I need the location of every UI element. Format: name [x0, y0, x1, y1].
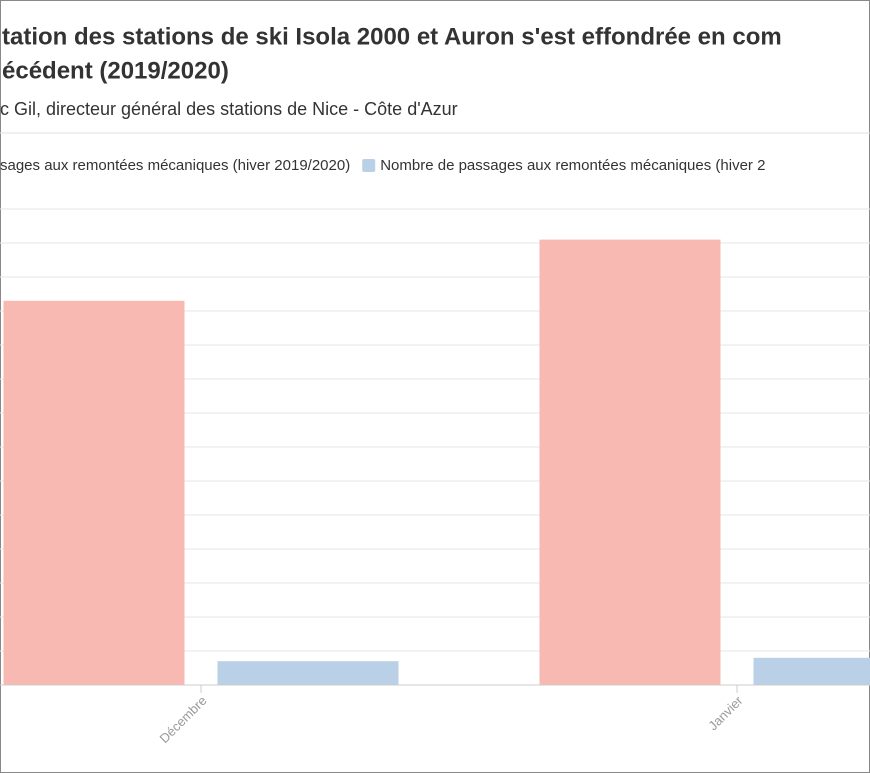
legend-label: sages aux remontées mécaniques (hiver 20…	[0, 157, 350, 174]
legend-swatch	[362, 159, 376, 172]
chart-subtitle: c Gil, directeur général des stations de…	[0, 99, 458, 119]
legend-label: Nombre de passages aux remontées mécaniq…	[380, 157, 765, 174]
chart-title-line2: écédent (2019/2020)	[2, 57, 229, 84]
bar	[539, 239, 721, 685]
bar	[753, 657, 870, 685]
chart-title: tation des stations de ski Isola 2000 et…	[2, 23, 782, 50]
bar	[217, 661, 399, 685]
bar	[3, 300, 185, 685]
